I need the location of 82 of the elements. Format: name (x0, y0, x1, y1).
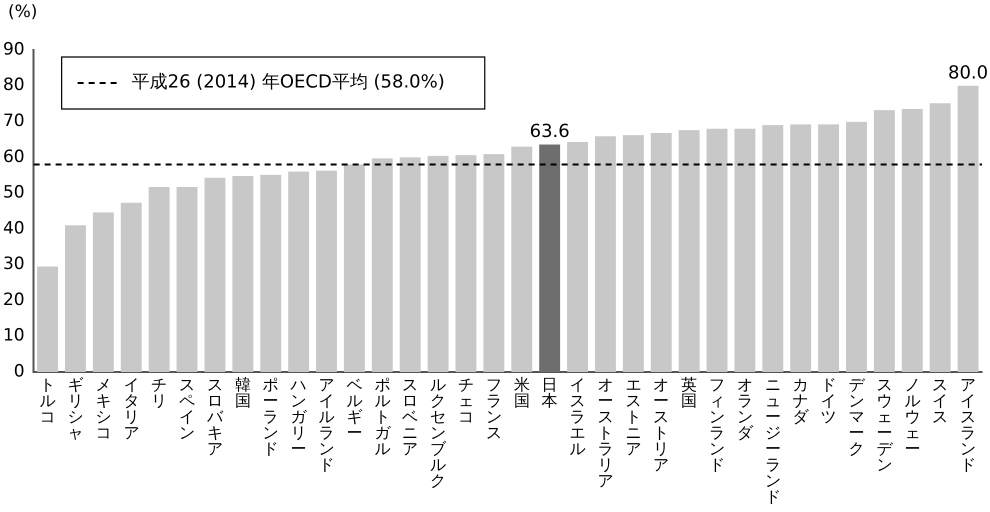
bar (260, 174, 282, 372)
bar (344, 164, 365, 372)
x-tick-label: エストニア (625, 375, 642, 458)
x-tick-label: フランス (486, 375, 502, 442)
bar (204, 178, 226, 372)
bar (176, 187, 198, 372)
bar (874, 110, 895, 372)
bar (120, 202, 142, 372)
bar (148, 187, 170, 372)
x-tick-label: メキシコ (95, 375, 112, 442)
x-tick-label: スロベニア (402, 375, 418, 458)
x-tick-label: オーストリア (653, 375, 670, 474)
x-tick-label: チェコ (458, 375, 474, 426)
y-tick-label: 70 (2, 110, 25, 131)
bar (706, 128, 728, 372)
bar (958, 86, 979, 372)
x-tick-label: スウェーデン (876, 375, 894, 474)
bar (288, 172, 310, 372)
bar (594, 136, 616, 372)
bar (622, 135, 644, 372)
y-tick-label: 20 (2, 290, 25, 310)
x-tick-label: ニュージーランド (764, 375, 781, 506)
x-tick-label: イタリア (123, 375, 140, 442)
x-tick-label: 韓国 (234, 375, 251, 410)
bar (790, 124, 812, 372)
x-tick-label: 日本 (542, 375, 558, 410)
x-tick-label: 英国 (681, 375, 698, 410)
x-tick-label: ハンガリー (290, 375, 308, 458)
bar (511, 146, 532, 372)
data-label: 80.0 (948, 62, 988, 84)
y-axis-title: (%) (8, 2, 38, 22)
y-tick-label: 60 (2, 146, 25, 167)
bar (232, 176, 254, 372)
y-tick-label: 80 (2, 75, 25, 96)
bar (483, 154, 504, 372)
x-tick-label: チリ (151, 375, 168, 410)
y-tick-label: 90 (2, 39, 25, 60)
x-tick-label: フィンランド (709, 375, 726, 474)
x-tick-label: トルコ (40, 375, 56, 426)
x-tick-label: ノルウェー (904, 375, 920, 458)
bar (372, 158, 393, 372)
x-tick-label: ポーランド (262, 375, 279, 458)
bar (428, 156, 449, 372)
x-tick-label: 米国 (514, 375, 530, 410)
bar (902, 109, 923, 372)
x-tick-label: ドイツ (820, 375, 837, 426)
x-tick-label: スロバキア (206, 375, 224, 458)
x-tick-label: ギリシャ (67, 375, 84, 442)
bar (678, 130, 700, 372)
bar (37, 266, 58, 372)
x-tick-label: オランダ (736, 375, 754, 442)
bar (650, 133, 672, 372)
bar (316, 170, 337, 372)
bar (456, 155, 476, 372)
bar (734, 128, 756, 372)
bar (400, 157, 421, 372)
x-tick-label: デンマーク (848, 375, 866, 458)
bar (818, 124, 840, 372)
x-tick-label: カナダ (792, 375, 810, 426)
bar (92, 212, 114, 372)
x-tick-label: イスラエル (570, 375, 586, 458)
bar (762, 125, 784, 372)
y-tick-label: 40 (2, 218, 25, 238)
y-tick-label: 0 (14, 361, 25, 382)
x-tick-label: スイス (932, 375, 948, 426)
x-tick-label: オーストラリア (597, 375, 614, 490)
x-tick-label: ポルトガル (374, 375, 392, 458)
legend-label: 平成26 (2014) 年OECD平均 (58.0%) (132, 72, 445, 93)
bar (930, 103, 951, 372)
y-tick-label: 30 (2, 254, 25, 274)
x-tick-label: ベルギー (346, 375, 362, 442)
y-tick-label: 10 (2, 326, 25, 346)
data-label: 63.6 (530, 121, 570, 142)
bar (567, 142, 588, 372)
bar (65, 225, 86, 372)
x-tick-label: スペイン (179, 375, 196, 442)
x-tick-label: アイルランド (318, 375, 335, 474)
x-tick-label: アイスランド (960, 375, 976, 474)
y-tick-label: 50 (2, 182, 25, 203)
x-tick-label: ルクセンブルク (430, 375, 448, 490)
bar (846, 122, 867, 372)
bar (539, 144, 560, 372)
